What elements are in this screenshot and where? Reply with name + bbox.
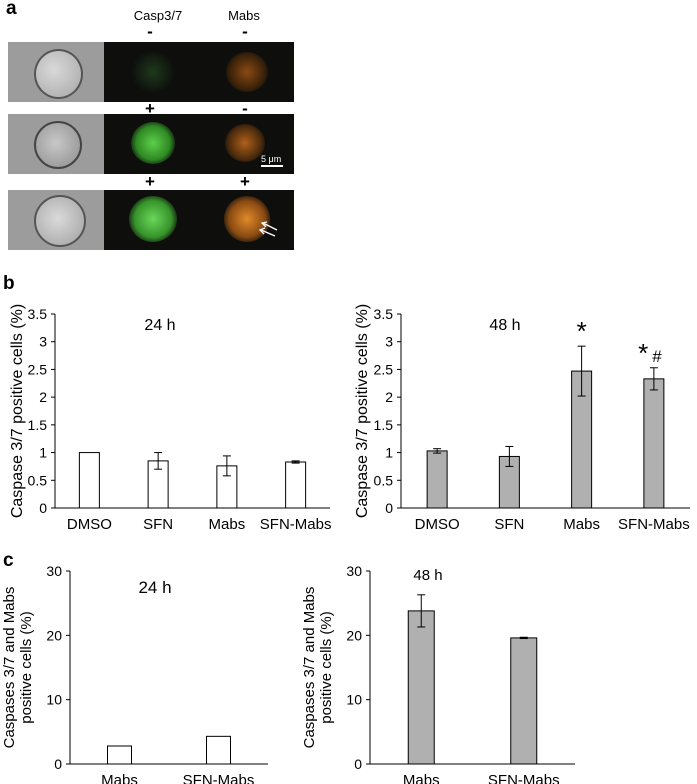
y-tick-label: 0 — [354, 756, 362, 772]
casp-fluorescence-image — [104, 114, 199, 174]
y-tick-label: 20 — [46, 627, 62, 643]
y-tick-label: 1.5 — [28, 417, 48, 433]
bar — [510, 637, 538, 765]
panel-b-label: b — [3, 273, 15, 294]
row3-mabs-sign: + — [240, 172, 250, 191]
casp-column-header: Casp3/7 — [133, 8, 183, 23]
scale-bar: 5 μm — [261, 154, 283, 167]
y-axis-label: Caspase 3/7 positive cells (%) — [354, 304, 371, 518]
x-tick-label: DMSO — [67, 516, 112, 533]
chart-c-48h: 0 10 20 30 Caspases 3/7 and Mabspositive cel… — [301, 563, 575, 784]
x-tick-label: SFN-Mabs — [260, 516, 332, 533]
brightfield-image — [8, 42, 104, 102]
row1-casp-sign: - — [147, 22, 153, 41]
y-tick-label: 0 — [39, 500, 47, 516]
y-tick-label: 3 — [39, 334, 47, 350]
chart-c-24h: 0 10 20 30 Caspases 3/7 and Mabspositive cel… — [1, 563, 268, 784]
x-tick-label: SFN-Mabs — [488, 772, 560, 784]
panel-c-label: c — [3, 550, 14, 571]
x-tick-label: SFN-Mabs — [183, 772, 255, 784]
mabs-fluorescence-image: 5 μm — [199, 114, 294, 174]
micrograph-row-1 — [8, 42, 294, 102]
casp-fluorescence-image — [104, 42, 199, 102]
y-axis-label: Caspases 3/7 and Mabspositive cells (%) — [301, 587, 335, 749]
chart-title: 24 h — [138, 578, 171, 597]
y-tick-label: 0 — [385, 500, 393, 516]
x-tick-label: Mabs — [209, 516, 246, 533]
y-tick-label: 2.5 — [374, 361, 394, 377]
significance-marker: * — [577, 316, 587, 346]
bar — [426, 450, 448, 509]
y-tick-label: 3.5 — [374, 306, 394, 322]
y-tick-label: 0 — [54, 756, 62, 772]
y-tick-label: 30 — [46, 563, 62, 579]
casp-fluorescence-image — [104, 190, 199, 250]
mabs-fluorescence-image — [199, 190, 294, 250]
y-tick-label: 10 — [46, 692, 62, 708]
chart-title: 24 h — [144, 317, 175, 334]
brightfield-image — [8, 114, 104, 174]
bar — [107, 745, 132, 765]
bar — [407, 610, 435, 765]
bar — [643, 378, 665, 509]
y-tick-label: 10 — [346, 692, 362, 708]
y-axis-label: Caspases 3/7 and Mabspositive cells (%) — [1, 587, 35, 749]
micrograph-row-3 — [8, 190, 294, 250]
x-tick-label: SFN — [143, 516, 173, 533]
bar — [206, 735, 231, 765]
bar — [285, 461, 307, 509]
bar — [78, 452, 100, 509]
y-tick-label: 1 — [39, 445, 47, 461]
y-tick-label: 1 — [385, 445, 393, 461]
y-tick-label: 3.5 — [28, 306, 48, 322]
y-tick-label: 1.5 — [374, 417, 394, 433]
row3-casp-sign: + — [145, 172, 155, 191]
chart-title: 48 h — [489, 317, 520, 334]
x-tick-label: DMSO — [415, 516, 460, 533]
x-tick-label: SFN-Mabs — [618, 516, 690, 533]
brightfield-image — [8, 190, 104, 250]
y-tick-label: 3 — [385, 334, 393, 350]
x-tick-label: Mabs — [101, 772, 138, 784]
x-tick-label: SFN — [494, 516, 524, 533]
x-tick-label: Mabs — [403, 772, 440, 784]
significance-marker: * # — [638, 338, 662, 368]
mabs-column-header: Mabs — [228, 8, 260, 23]
panel-a-label: a — [6, 0, 17, 19]
x-tick-label: Mabs — [563, 516, 600, 533]
y-tick-label: 0.5 — [28, 472, 48, 488]
y-tick-label: 20 — [346, 627, 362, 643]
mabs-fluorescence-image — [199, 42, 294, 102]
row1-mabs-sign: - — [242, 22, 248, 41]
y-tick-label: 2.5 — [28, 361, 48, 377]
chart-title: 48 h — [413, 567, 442, 584]
y-tick-label: 2 — [385, 389, 393, 405]
y-tick-label: 0.5 — [374, 472, 394, 488]
y-tick-label: 30 — [346, 563, 362, 579]
row2-casp-sign: + — [145, 99, 155, 118]
row2-mabs-sign: - — [242, 99, 248, 118]
y-axis-label: Caspase 3/7 positive cells (%) — [9, 304, 26, 518]
y-tick-label: 2 — [39, 389, 47, 405]
arrow-icon — [258, 221, 278, 237]
micrograph-row-2: 5 μm — [8, 114, 294, 174]
